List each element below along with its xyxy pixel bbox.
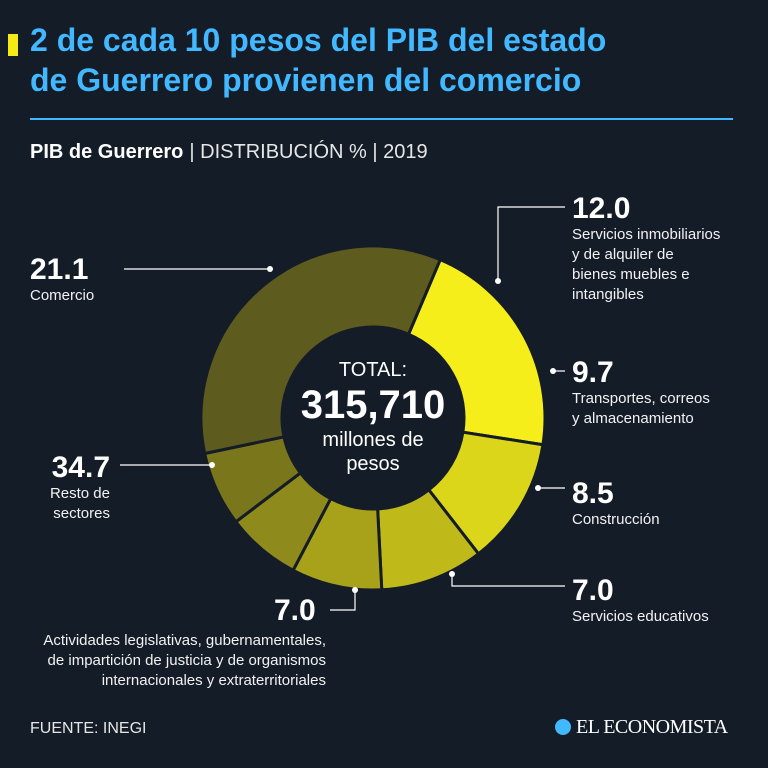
source-note: FUENTE: INEGI bbox=[30, 720, 147, 737]
brand-icon bbox=[555, 719, 571, 735]
label-servicios-educativos: 7.0 Servicios educativos bbox=[572, 575, 709, 627]
label-actividades-legislativas: Actividades legislativas, gubernamentale… bbox=[26, 631, 326, 691]
total-unit-line-2: pesos bbox=[346, 453, 400, 475]
label-actividades-legislativas-value: 7.0 bbox=[274, 595, 316, 627]
leader-dot-resto bbox=[209, 462, 215, 468]
desc-resto-2: sectores bbox=[53, 505, 110, 522]
desc-servicios-educativos: Servicios educativos bbox=[572, 608, 709, 625]
desc-servicios-inmobiliarios-1: Servicios inmobiliarios bbox=[572, 226, 721, 243]
title-line-2: de Guerrero provienen del comercio bbox=[30, 62, 582, 98]
slice-resto bbox=[199, 244, 443, 456]
donut-center: TOTAL: 315,710 millones de pesos bbox=[273, 358, 473, 476]
brand-logo: EL ECONOMISTA bbox=[555, 716, 728, 739]
desc-servicios-inmobiliarios-4: intangibles bbox=[572, 286, 644, 303]
desc-construccion: Construcción bbox=[572, 511, 660, 528]
leader-dot-transportes bbox=[550, 368, 556, 374]
value-actividades-legislativas: 7.0 bbox=[274, 594, 316, 627]
total-value: 315,710 bbox=[300, 383, 446, 427]
leader-dot-comercio bbox=[267, 266, 273, 272]
subtitle-bold: PIB de Guerrero bbox=[30, 141, 184, 163]
desc-comercio: Comercio bbox=[30, 287, 95, 304]
slice-comercio bbox=[406, 257, 547, 447]
total-unit-line-1: millones de bbox=[322, 429, 424, 451]
desc-actividades-1: Actividades legislativas, gubernamentale… bbox=[43, 632, 326, 649]
desc-servicios-inmobiliarios-2: y de alquiler de bbox=[572, 246, 674, 263]
desc-servicios-inmobiliarios-3: bienes muebles e bbox=[572, 266, 690, 283]
title-line-1: 2 de cada 10 pesos del PIB del estado bbox=[30, 22, 607, 58]
leader-dot-actividades-legislativas bbox=[352, 587, 358, 593]
brand-name: EL ECONOMISTA bbox=[576, 716, 728, 738]
label-servicios-inmobiliarios: 12.0 Servicios inmobiliarios y de alquil… bbox=[572, 193, 720, 305]
value-comercio: 21.1 bbox=[30, 253, 89, 286]
label-resto: 34.7 Resto de sectores bbox=[10, 452, 110, 524]
label-comercio: 21.1 Comercio bbox=[30, 254, 94, 306]
label-construccion: 8.5 Construcción bbox=[572, 478, 660, 530]
leader-line-servicios-educativos bbox=[451, 574, 565, 587]
value-resto: 34.7 bbox=[51, 451, 110, 484]
desc-actividades-2: de impartición de justicia y de organism… bbox=[47, 652, 326, 669]
title-divider bbox=[30, 118, 733, 120]
leader-line-servicios-inmobiliarios bbox=[497, 206, 565, 281]
title-accent-bar bbox=[8, 34, 18, 56]
value-servicios-educativos: 7.0 bbox=[572, 574, 614, 607]
desc-transportes-1: Transportes, correos bbox=[572, 390, 710, 407]
page-title: 2 de cada 10 pesos del PIB del estado de… bbox=[30, 20, 750, 100]
subtitle-light: | DISTRIBUCIÓN % | 2019 bbox=[189, 141, 428, 163]
label-transportes: 9.7 Transportes, correos y almacenamient… bbox=[572, 357, 710, 429]
leader-dot-servicios-educativos bbox=[449, 571, 455, 577]
value-transportes: 9.7 bbox=[572, 356, 614, 389]
leader-dot-construccion bbox=[535, 485, 541, 491]
leader-dot-servicios-inmobiliarios bbox=[495, 278, 501, 284]
chart-subtitle: PIB de Guerrero | DISTRIBUCIÓN % | 2019 bbox=[30, 141, 428, 164]
leader-line-actividades-legislativas bbox=[330, 590, 356, 611]
desc-resto-1: Resto de bbox=[49, 485, 110, 502]
value-servicios-inmobiliarios: 12.0 bbox=[572, 192, 631, 225]
desc-actividades-3: internacionales y extraterritoriales bbox=[101, 672, 326, 689]
total-label: TOTAL: bbox=[338, 359, 408, 381]
value-construccion: 8.5 bbox=[572, 477, 614, 510]
desc-transportes-2: y almacenamiento bbox=[572, 410, 694, 427]
